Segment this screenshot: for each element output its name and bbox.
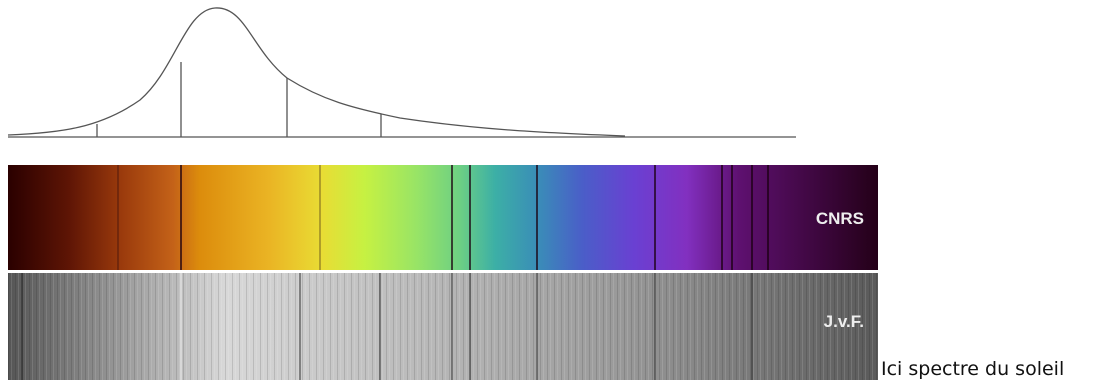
page: CNRS J.v.F. Ici spectre du soleil (0, 0, 1105, 387)
caption: Ici spectre du soleil (881, 358, 1064, 380)
photo-spectrum: J.v.F. (8, 273, 878, 380)
color-spectrum: CNRS (8, 165, 878, 270)
intensity-curve (8, 8, 796, 137)
spectrum-label: CNRS (816, 209, 864, 228)
photo-label: J.v.F. (824, 312, 864, 331)
spectrum-figure: CNRS J.v.F. (0, 0, 880, 387)
